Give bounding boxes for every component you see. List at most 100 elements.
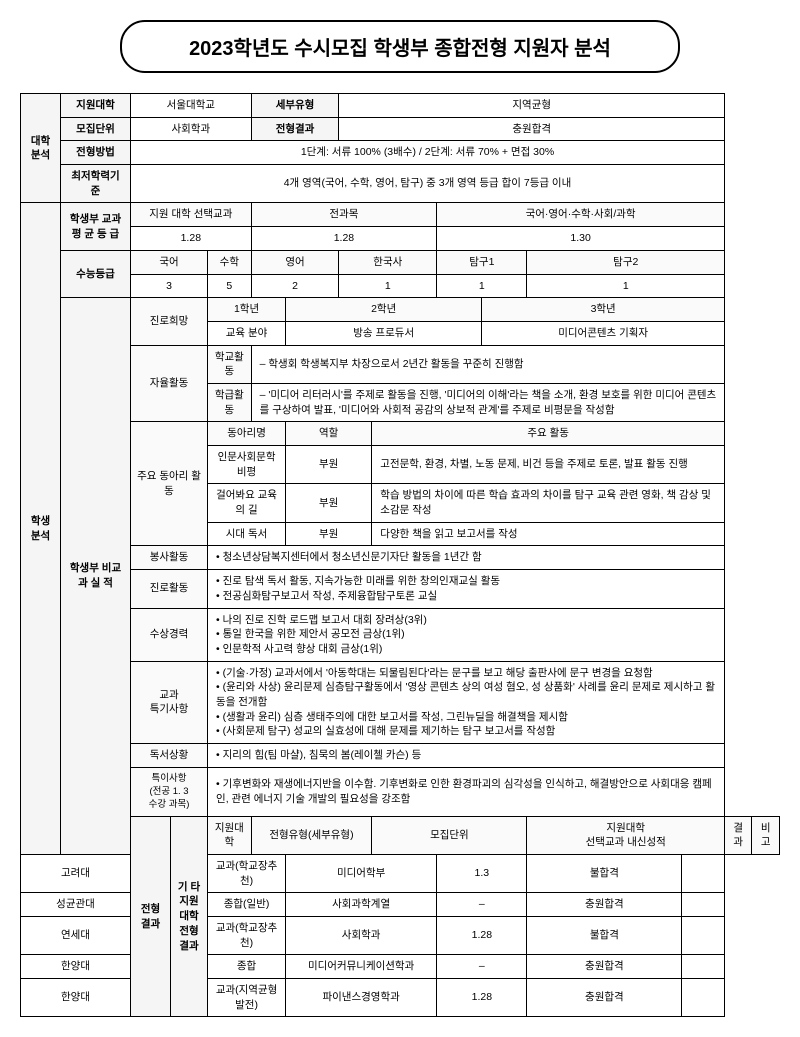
club-r1-0: 걸어봐요 교육의 길 bbox=[208, 484, 286, 522]
read-head: 독서상황 bbox=[131, 744, 208, 768]
oth-r1-0: 성균관대 bbox=[21, 893, 131, 917]
grade-c1v: 1.28 bbox=[131, 227, 252, 251]
oth-r2-2: 사회학과 bbox=[286, 917, 437, 955]
oth-r0-1: 교과(학교장추천) bbox=[208, 854, 286, 892]
sn-v4: 1 bbox=[437, 274, 527, 298]
val-min: 4개 영역(국어, 수학, 영어, 탐구) 중 3개 영역 등급 합이 7등급 … bbox=[131, 165, 725, 203]
bongsa-head: 봉사활동 bbox=[131, 546, 208, 570]
oth-r3-3: – bbox=[437, 955, 527, 979]
oth-r1-3: – bbox=[437, 893, 527, 917]
club-c2: 주요 활동 bbox=[372, 422, 725, 446]
val-dept: 사회학과 bbox=[131, 117, 252, 141]
oth-r1-2: 사회과학계열 bbox=[286, 893, 437, 917]
oth-r2-4: 불합격 bbox=[527, 917, 682, 955]
oth-r3-0: 한양대 bbox=[21, 955, 131, 979]
club-r0-0: 인문사회문학비평 bbox=[208, 446, 286, 484]
special-head: 특이사항 (전공 1. 3 수강 과목) bbox=[131, 767, 208, 816]
jinro-c2: 3학년 bbox=[482, 298, 725, 322]
club-r1-2: 학습 방법의 차이에 따른 학습 효과의 차이를 탐구 교육 관련 영화, 책 … bbox=[372, 484, 725, 522]
oth-r1-1: 종합(일반) bbox=[208, 893, 286, 917]
club-r2-0: 시대 독서 bbox=[208, 522, 286, 546]
grade-c2h: 전과목 bbox=[251, 203, 437, 227]
sn-v1: 5 bbox=[208, 274, 252, 298]
val-method: 1단계: 서류 100% (3배수) / 2단계: 서류 70% + 면접 30… bbox=[131, 141, 725, 165]
jinro-v1: 방송 프로듀서 bbox=[286, 321, 482, 345]
club-r0-1: 부원 bbox=[286, 446, 372, 484]
val-subtype: 지역균형 bbox=[339, 94, 725, 118]
oth-c4: 결과 bbox=[725, 816, 752, 854]
oth-r0-5 bbox=[682, 854, 725, 892]
oth-r3-4: 충원합격 bbox=[527, 955, 682, 979]
jinro-head: 진로희망 bbox=[131, 298, 208, 345]
sn-v3: 1 bbox=[339, 274, 437, 298]
sn-c5: 탐구2 bbox=[527, 250, 725, 274]
grade-c2v: 1.28 bbox=[251, 227, 437, 251]
oth-r4-5 bbox=[682, 979, 725, 1017]
jinro2: • 진로 탐색 독서 활동, 지속가능한 미래를 위한 창의인재교실 활동 • … bbox=[208, 570, 725, 608]
jinro-v0: 교육 분야 bbox=[208, 321, 286, 345]
oth-c1: 전형유형(세부유형) bbox=[251, 816, 372, 854]
read: • 지리의 힘(팀 마샬), 침묵의 봄(레이첼 카슨) 등 bbox=[208, 744, 725, 768]
oth-r2-0: 연세대 bbox=[21, 917, 131, 955]
award-head: 수상경력 bbox=[131, 608, 208, 661]
oth-r0-2: 미디어학부 bbox=[286, 854, 437, 892]
section-student: 학생 분석 bbox=[21, 203, 61, 855]
jinro-c0: 1학년 bbox=[208, 298, 286, 322]
oth-r4-2: 파이낸스경영학과 bbox=[286, 979, 437, 1017]
oth-r1-4: 충원합격 bbox=[527, 893, 682, 917]
hdr-subtype: 세부유형 bbox=[251, 94, 339, 118]
oth-c5: 비고 bbox=[752, 816, 780, 854]
grade-c3v: 1.30 bbox=[437, 227, 725, 251]
sn-v0: 3 bbox=[131, 274, 208, 298]
sn-c2: 영어 bbox=[251, 250, 339, 274]
grade-c3h: 국어·영어·수학·사회/과학 bbox=[437, 203, 725, 227]
oth-r2-3: 1.28 bbox=[437, 917, 527, 955]
sn-c1: 수학 bbox=[208, 250, 252, 274]
sn-v2: 2 bbox=[251, 274, 339, 298]
club-r2-1: 부원 bbox=[286, 522, 372, 546]
oth-r0-3: 1.3 bbox=[437, 854, 527, 892]
val-result: 충원합격 bbox=[339, 117, 725, 141]
jayu-r1: – 학생회 학생복지부 차장으로서 2년간 활동을 꾸준히 진행함 bbox=[251, 345, 724, 383]
oth-r4-4: 충원합격 bbox=[527, 979, 682, 1017]
main-table: 대학 분석 지원대학 서울대학교 세부유형 지역균형 모집단위 사회학과 전형결… bbox=[20, 93, 780, 1017]
sn-c0: 국어 bbox=[131, 250, 208, 274]
oth-r1-5 bbox=[682, 893, 725, 917]
oth-c0: 지원대학 bbox=[208, 816, 252, 854]
hdr-sooneung: 수능등급 bbox=[61, 250, 131, 297]
jayu-r2h: 학급활동 bbox=[208, 383, 252, 421]
club-r1-1: 부원 bbox=[286, 484, 372, 522]
jinro-c1: 2학년 bbox=[286, 298, 482, 322]
bongsa: • 청소년상담복지센터에서 청소년신문기자단 활동을 1년간 함 bbox=[208, 546, 725, 570]
hdr-method: 전형방법 bbox=[61, 141, 131, 165]
oth-r3-1: 종합 bbox=[208, 955, 286, 979]
oth-r2-5 bbox=[682, 917, 725, 955]
hdr-record: 학생부 비교과 실 적 bbox=[61, 298, 131, 855]
jinro2-head: 진로활동 bbox=[131, 570, 208, 608]
page-title: 2023학년도 수시모집 학생부 종합전형 지원자 분석 bbox=[120, 20, 680, 73]
jayu-r1h: 학교활동 bbox=[208, 345, 252, 383]
sn-c4: 탐구1 bbox=[437, 250, 527, 274]
club-head: 주요 동아리 활동 bbox=[131, 422, 208, 546]
special: • 기후변화와 재생에너지반을 이수함. 기후변화로 인한 환경파괴의 심각성을… bbox=[208, 767, 725, 816]
oth-r3-2: 미디어커뮤니케이션학과 bbox=[286, 955, 437, 979]
oth-r0-0: 고려대 bbox=[21, 854, 131, 892]
sn-c3: 한국사 bbox=[339, 250, 437, 274]
grade-c1h: 지원 대학 선택교과 bbox=[131, 203, 252, 227]
club-c1: 역할 bbox=[286, 422, 372, 446]
section-univ: 대학 분석 bbox=[21, 94, 61, 203]
jayu-head: 자율활동 bbox=[131, 345, 208, 422]
jinro-v2: 미디어콘텐츠 기획자 bbox=[482, 321, 725, 345]
oth-r4-1: 교과(지역균형발전) bbox=[208, 979, 286, 1017]
hdr-univ: 지원대학 bbox=[61, 94, 131, 118]
club-r2-2: 다양한 책을 읽고 보고서를 작성 bbox=[372, 522, 725, 546]
oth-r2-1: 교과(학교장추천) bbox=[208, 917, 286, 955]
hdr-grade: 학생부 교과 평 균 등 급 bbox=[61, 203, 131, 250]
subject: • (기술·가정) 교과서에서 '아동학대는 되물림된다'라는 문구를 보고 해… bbox=[208, 661, 725, 743]
hdr-min: 최저학력기준 bbox=[61, 165, 131, 203]
hdr-dept: 모집단위 bbox=[61, 117, 131, 141]
jayu-r2: – '미디어 리터러시'를 주제로 활동을 진행, '미디어의 이해'라는 책을… bbox=[251, 383, 724, 421]
award: • 나의 진로 진학 로드맵 보고서 대회 장려상(3위) • 통일 한국을 위… bbox=[208, 608, 725, 661]
hdr-result: 전형결과 bbox=[251, 117, 339, 141]
club-r0-2: 고전문학, 환경, 차별, 노동 문제, 비건 등을 주제로 토론, 발표 활동… bbox=[372, 446, 725, 484]
